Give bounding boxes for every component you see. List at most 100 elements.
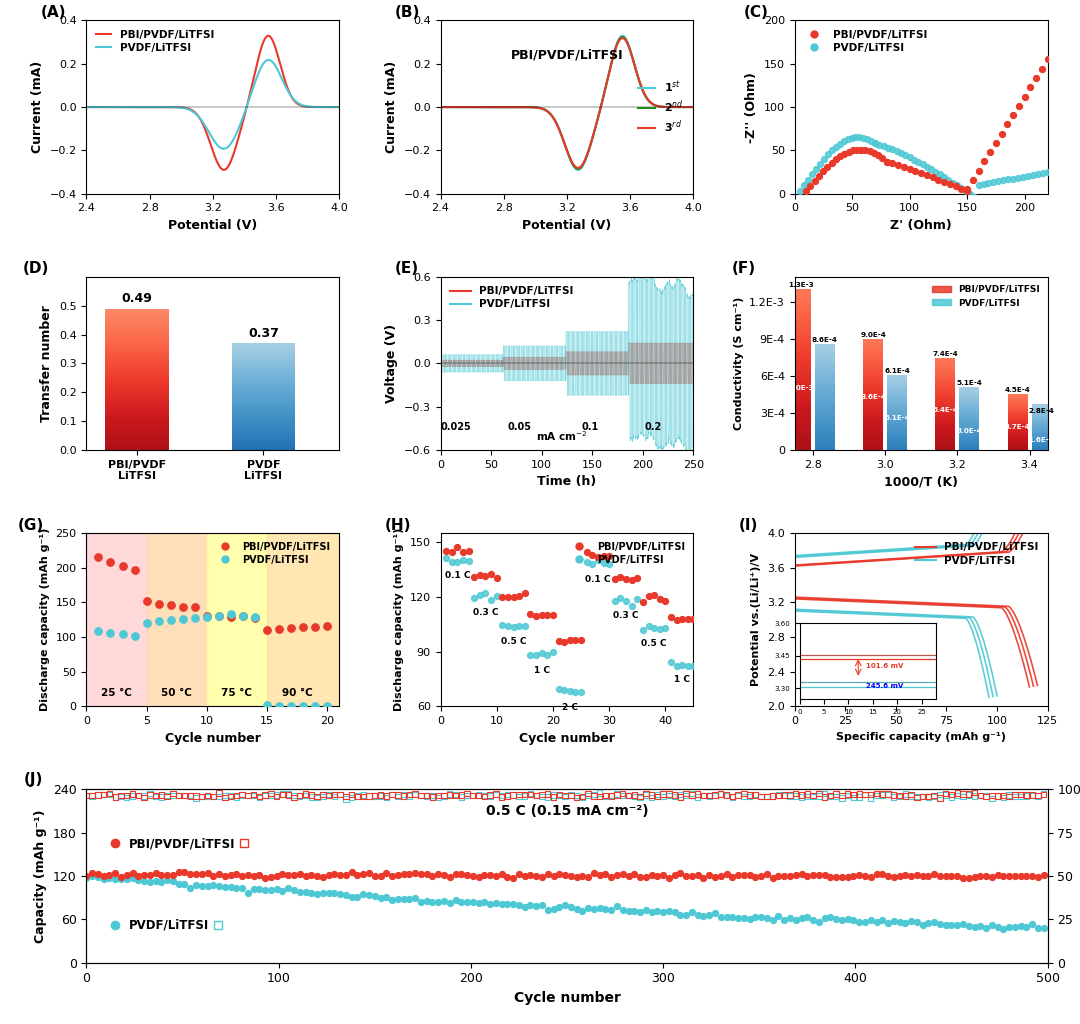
Point <box>126 561 144 578</box>
Bar <box>232 344 295 345</box>
Bar <box>863 364 883 366</box>
Bar <box>863 415 883 417</box>
Bar <box>106 403 168 404</box>
Bar <box>814 358 835 360</box>
Point <box>522 897 539 913</box>
X-axis label: Cycle number: Cycle number <box>165 731 260 744</box>
Bar <box>232 365 295 366</box>
Text: (F): (F) <box>731 261 756 276</box>
Point <box>746 869 764 886</box>
Point <box>660 787 677 804</box>
Bar <box>814 390 835 392</box>
Point <box>878 154 895 170</box>
Point <box>606 571 623 588</box>
Point <box>511 588 528 604</box>
Bar <box>106 324 168 326</box>
Point <box>297 885 314 901</box>
Point <box>152 873 170 890</box>
Point <box>118 790 135 806</box>
Point <box>285 866 302 883</box>
Bar <box>106 393 168 395</box>
Bar <box>863 421 883 423</box>
Point <box>908 867 926 884</box>
Point <box>701 787 718 804</box>
Bar <box>232 396 295 397</box>
Point <box>775 787 793 804</box>
Bar <box>232 358 295 359</box>
Point <box>343 790 361 806</box>
Bar <box>106 364 168 366</box>
Bar <box>935 393 956 395</box>
Point <box>677 907 694 924</box>
Point <box>147 788 164 805</box>
Bar <box>935 419 956 421</box>
Point <box>453 894 470 910</box>
Bar <box>106 438 168 440</box>
Point <box>563 898 580 914</box>
Point <box>1022 79 1039 95</box>
Point <box>251 867 268 884</box>
Point <box>494 589 511 605</box>
Bar <box>791 376 811 379</box>
Point <box>637 902 654 919</box>
Point <box>544 644 562 660</box>
Point <box>839 868 856 885</box>
Point <box>274 785 292 802</box>
Point <box>618 571 635 588</box>
Bar <box>232 375 295 376</box>
Bar <box>814 378 835 380</box>
Point <box>573 788 591 805</box>
Point <box>989 787 1007 804</box>
Bar <box>814 365 835 367</box>
Bar <box>106 420 168 422</box>
Point <box>1020 168 1037 184</box>
Bar <box>791 308 811 311</box>
X-axis label: Time (h): Time (h) <box>538 475 596 488</box>
Bar <box>106 312 168 314</box>
Point <box>649 903 666 920</box>
Point <box>193 788 211 805</box>
Point <box>775 911 793 928</box>
Point <box>995 787 1012 804</box>
Bar <box>232 343 295 344</box>
Point <box>118 870 135 887</box>
Point <box>961 185 978 202</box>
Bar <box>935 402 956 404</box>
Point <box>875 138 892 155</box>
Point <box>637 868 654 885</box>
Point <box>632 788 649 805</box>
Point <box>113 558 131 574</box>
Point <box>840 143 858 160</box>
Point <box>314 868 332 885</box>
Point <box>465 590 483 606</box>
Point <box>914 788 931 805</box>
Point <box>326 786 343 803</box>
Point <box>280 880 297 896</box>
Point <box>674 611 691 628</box>
Bar <box>959 414 980 415</box>
Point <box>413 865 430 882</box>
Point <box>471 567 488 584</box>
Point <box>292 884 309 900</box>
Point <box>199 608 216 625</box>
Bar <box>863 341 883 343</box>
Point <box>970 191 987 208</box>
Bar <box>106 308 168 310</box>
Bar <box>232 422 295 423</box>
Point <box>966 869 983 886</box>
Bar <box>887 429 907 430</box>
Point <box>677 867 694 884</box>
Bar <box>935 437 956 439</box>
Bar <box>1008 417 1027 418</box>
Point <box>926 913 943 930</box>
Point <box>499 787 516 804</box>
Bar <box>814 354 835 356</box>
Bar <box>106 404 168 407</box>
Point <box>810 787 827 804</box>
Point <box>83 865 100 882</box>
Bar <box>814 431 835 433</box>
Bar <box>935 386 956 388</box>
Point <box>834 787 851 804</box>
Point <box>555 681 572 697</box>
Point <box>684 867 701 884</box>
